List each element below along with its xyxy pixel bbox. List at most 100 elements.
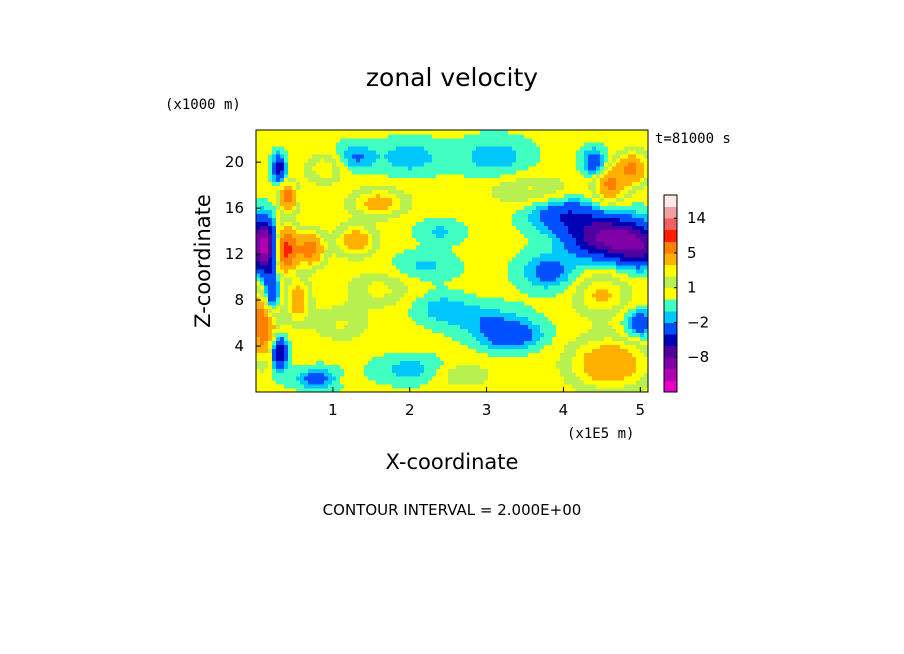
- heatmap-cell: [424, 356, 429, 361]
- heatmap-cell: [460, 181, 465, 187]
- heatmap-cell: [512, 316, 517, 322]
- heatmap-cell: [516, 213, 521, 218]
- heatmap-cell: [360, 372, 365, 377]
- heatmap-cell: [524, 197, 529, 203]
- heatmap-cell: [352, 241, 357, 246]
- heatmap-cell: [448, 280, 453, 286]
- heatmap-cell: [424, 145, 429, 151]
- heatmap-cell: [344, 368, 349, 373]
- heatmap-cell: [428, 253, 433, 258]
- heatmap-cell: [348, 213, 353, 218]
- heatmap-cell: [304, 241, 309, 246]
- heatmap-cell: [436, 356, 441, 361]
- heatmap-cell: [456, 276, 461, 282]
- heatmap-cell: [296, 272, 301, 278]
- heatmap-cell: [476, 308, 481, 314]
- heatmap-cell: [516, 384, 521, 389]
- heatmap-cell: [500, 161, 505, 167]
- heatmap-cell: [484, 328, 489, 334]
- heatmap-cell: [320, 328, 325, 334]
- heatmap-cell: [452, 312, 457, 318]
- heatmap-cell: [264, 272, 269, 278]
- heatmap-cell: [556, 284, 561, 290]
- heatmap-cell: [544, 173, 549, 179]
- heatmap-cell: [368, 300, 373, 306]
- heatmap-cell: [432, 169, 437, 175]
- heatmap-cell: [356, 193, 361, 199]
- heatmap-cell: [480, 217, 485, 222]
- heatmap-cell: [280, 157, 285, 163]
- heatmap-cell: [460, 304, 465, 310]
- heatmap-cell: [344, 332, 349, 338]
- heatmap-cell: [372, 241, 377, 246]
- heatmap-cell: [492, 364, 497, 369]
- heatmap-cell: [432, 233, 437, 238]
- heatmap-cell: [304, 328, 309, 334]
- heatmap-cell: [500, 205, 505, 210]
- heatmap-cell: [528, 348, 533, 353]
- heatmap-cell: [404, 169, 409, 175]
- heatmap-cell: [392, 276, 397, 282]
- heatmap-cell: [532, 296, 537, 302]
- heatmap-cell: [360, 316, 365, 322]
- heatmap-cell: [356, 181, 361, 187]
- heatmap-cell: [272, 153, 277, 159]
- heatmap-cell: [396, 181, 401, 187]
- heatmap-cell: [352, 213, 357, 218]
- heatmap-cell: [500, 249, 505, 254]
- heatmap-cell: [520, 253, 525, 258]
- heatmap-cell: [276, 153, 281, 159]
- heatmap-cell: [356, 344, 361, 349]
- heatmap-cell: [348, 221, 353, 226]
- heatmap-cell: [492, 312, 497, 318]
- heatmap-cell: [524, 181, 529, 187]
- heatmap-cell: [524, 237, 529, 242]
- heatmap-cell: [320, 229, 325, 234]
- heatmap-cell: [364, 157, 369, 163]
- heatmap-cell: [480, 141, 485, 147]
- heatmap-cell: [488, 276, 493, 282]
- heatmap-cell: [328, 261, 333, 266]
- heatmap-cell: [308, 225, 313, 230]
- heatmap-cell: [412, 280, 417, 286]
- heatmap-cell: [320, 368, 325, 373]
- heatmap-cell: [336, 157, 341, 163]
- heatmap-cell: [448, 193, 453, 199]
- heatmap-cell: [360, 177, 365, 183]
- heatmap-cell: [408, 261, 413, 266]
- heatmap-cell: [404, 292, 409, 298]
- heatmap-cell: [384, 209, 389, 214]
- heatmap-cell: [464, 380, 469, 385]
- heatmap-cell: [524, 268, 529, 274]
- heatmap-cell: [500, 229, 505, 234]
- heatmap-cell: [312, 177, 317, 183]
- heatmap-cell: [496, 280, 501, 286]
- heatmap-cell: [416, 280, 421, 286]
- heatmap-cell: [412, 197, 417, 203]
- heatmap-cell: [372, 245, 377, 250]
- heatmap-cell: [364, 356, 369, 361]
- heatmap-cell: [336, 209, 341, 214]
- heatmap-cell: [412, 153, 417, 159]
- heatmap-cell: [308, 312, 313, 318]
- heatmap-cell: [436, 304, 441, 310]
- heatmap-cell: [496, 300, 501, 306]
- heatmap-cell: [280, 241, 285, 246]
- heatmap-cell: [548, 209, 553, 214]
- heatmap-cell: [404, 284, 409, 290]
- heatmap-cell: [536, 229, 541, 234]
- heatmap-cell: [256, 308, 261, 314]
- heatmap-cell: [264, 376, 269, 381]
- heatmap-cell: [304, 149, 309, 155]
- heatmap-cell: [272, 145, 277, 151]
- heatmap-cell: [324, 181, 329, 187]
- heatmap-cell: [256, 213, 261, 218]
- heatmap-cell: [496, 209, 501, 214]
- heatmap-cell: [388, 205, 393, 210]
- heatmap-cell: [496, 130, 501, 135]
- heatmap-cell: [488, 272, 493, 278]
- heatmap-cell: [384, 237, 389, 242]
- heatmap-cell: [544, 137, 549, 143]
- heatmap-cell: [476, 181, 481, 187]
- heatmap-cell: [416, 253, 421, 258]
